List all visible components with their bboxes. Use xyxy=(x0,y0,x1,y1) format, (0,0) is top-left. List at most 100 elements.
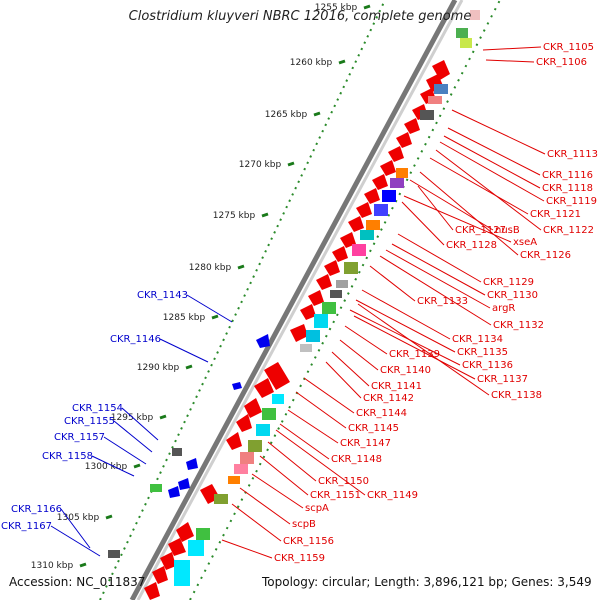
scale-tick xyxy=(133,463,141,469)
label-leader-line xyxy=(369,265,416,302)
gene-label[interactable]: CKR_1150 xyxy=(318,476,369,487)
scale-tick xyxy=(261,212,269,218)
gene-label[interactable]: scpB xyxy=(292,519,316,530)
label-leader-line xyxy=(355,299,456,353)
gene-label[interactable]: CKR_1128 xyxy=(446,240,497,251)
gene-label[interactable]: scpA xyxy=(305,503,329,514)
gene-label[interactable]: CKR_1122 xyxy=(543,225,594,236)
scale-label: 1295 kbp xyxy=(111,413,154,423)
label-leader-line xyxy=(221,539,273,559)
scale-tick xyxy=(287,161,295,167)
label-leader-line xyxy=(303,377,355,414)
label-leader-line xyxy=(239,487,291,525)
scale-label: 1280 kbp xyxy=(189,263,232,273)
label-leader-line xyxy=(251,473,304,509)
gene-label[interactable]: CKR_1144 xyxy=(356,408,407,419)
scale-labels: 1255 kbp 1260 kbp 1265 kbp 1270 kbp 1275 kbp… xyxy=(31,3,371,571)
gene-label[interactable]: CKR_1130 xyxy=(487,290,538,301)
genome-backbone-shadow xyxy=(136,0,464,600)
genome-backbone xyxy=(129,0,458,600)
gene-label[interactable]: CKR_1118 xyxy=(542,183,593,194)
forward-genes xyxy=(144,60,450,600)
label-leader-line xyxy=(231,503,282,542)
gene-label[interactable]: CKR_1134 xyxy=(452,334,503,345)
gene-label[interactable]: CKR_1143 xyxy=(137,290,188,301)
gene-label[interactable]: CKR_1139 xyxy=(389,349,440,360)
label-leader-line xyxy=(259,455,309,496)
gene-label[interactable]: CKR_1166 xyxy=(11,504,62,515)
label-leader-line xyxy=(60,508,91,549)
gene-label[interactable]: CKR_1116 xyxy=(542,170,593,181)
gene-label[interactable]: CKR_1132 xyxy=(493,320,544,331)
gene-label[interactable]: CKR_1126 xyxy=(520,250,571,261)
gene-label[interactable]: CKR_1167 xyxy=(1,521,52,532)
gene-label[interactable]: CKR_1146 xyxy=(110,334,161,345)
label-leader-line xyxy=(482,46,542,51)
scale-label: 1275 kbp xyxy=(213,211,256,221)
gene-label[interactable]: CKR_1156 xyxy=(283,536,334,547)
gene-label[interactable]: CKR_1106 xyxy=(536,57,587,68)
gene-label[interactable]: CKR_1138 xyxy=(491,390,542,401)
label-leader-line xyxy=(275,429,366,496)
label-leader-line xyxy=(485,59,535,63)
scale-tick xyxy=(79,562,87,568)
label-leader-line xyxy=(279,423,330,460)
scale-tick xyxy=(338,59,346,65)
outer-scale-line xyxy=(99,0,386,600)
gene-label[interactable]: CKR_1141 xyxy=(371,381,422,392)
label-leader-line xyxy=(357,303,490,396)
label-leader-line xyxy=(443,135,541,189)
gene-label[interactable]: CKR_1133 xyxy=(417,296,468,307)
label-leader-line xyxy=(339,339,379,371)
label-leader-line xyxy=(451,109,546,155)
label-leader-line xyxy=(349,309,461,366)
scale-tick xyxy=(313,111,321,117)
gene-label[interactable]: CKR_1159 xyxy=(274,553,325,564)
gene-label[interactable]: CKR_1129 xyxy=(483,277,534,288)
label-leader-line xyxy=(50,525,101,557)
category-boxes xyxy=(108,10,480,586)
gene-label[interactable]: argR xyxy=(492,303,515,314)
label-leader-line xyxy=(397,233,482,283)
gene-label[interactable]: CKR_1113 xyxy=(547,149,598,160)
scale-label: 1290 kbp xyxy=(137,363,180,373)
gene-label[interactable]: CKR_1148 xyxy=(331,454,382,465)
scale-label: 1265 kbp xyxy=(265,110,308,120)
scale-tick xyxy=(363,4,371,10)
scale-label: 1255 kbp xyxy=(315,3,358,13)
gene-label[interactable]: CKR_1147 xyxy=(340,438,391,449)
scale-label: 1300 kbp xyxy=(85,462,128,472)
label-leader-line xyxy=(429,157,529,215)
gene-label[interactable]: xseA xyxy=(513,237,537,248)
gene-label[interactable]: CKR_1155 xyxy=(64,416,115,427)
label-leader-line xyxy=(186,294,233,323)
gene-label[interactable]: CKR_1154 xyxy=(72,403,123,414)
scale-tick xyxy=(237,264,245,270)
gene-label[interactable]: CKR_1158 xyxy=(42,451,93,462)
gene-label[interactable]: CKR_1121 xyxy=(530,209,581,220)
gene-label[interactable]: CKR_1157 xyxy=(54,432,105,443)
label-leader-line xyxy=(267,441,317,482)
label-leader-line xyxy=(353,315,476,380)
label-leader-line xyxy=(419,171,519,256)
gene-label[interactable]: CKR_1140 xyxy=(380,365,431,376)
gene-label[interactable]: CKR_1119 xyxy=(546,196,597,207)
scale-label: 1260 kbp xyxy=(290,58,333,68)
gene-label[interactable]: CKR_1135 xyxy=(457,347,508,358)
gene-label[interactable]: CKR_1136 xyxy=(462,360,513,371)
gene-label[interactable]: CKR_1145 xyxy=(348,423,399,434)
scale-tick xyxy=(105,514,113,520)
gene-label[interactable]: CKR_1149 xyxy=(367,490,418,501)
gene-label[interactable]: CKR_1151 xyxy=(310,490,361,501)
gene-label[interactable]: CKR_1105 xyxy=(543,42,594,53)
scale-tick xyxy=(211,314,219,320)
gene-label[interactable]: CKR_1137 xyxy=(477,374,528,385)
label-leader-line xyxy=(331,351,370,387)
gene-label[interactable]: nusB xyxy=(495,225,520,236)
gene-label[interactable]: CKR_1127 xyxy=(455,225,506,236)
scale-tick xyxy=(185,364,193,370)
gene-label[interactable]: CKR_1142 xyxy=(363,393,414,404)
label-leader-line xyxy=(325,361,362,399)
scale-label: 1285 kbp xyxy=(163,313,206,323)
